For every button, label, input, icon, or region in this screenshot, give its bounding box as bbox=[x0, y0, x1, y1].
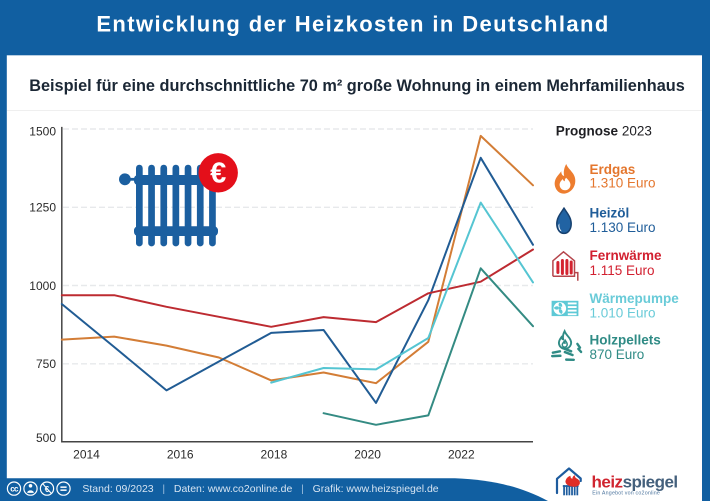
svg-text:Ein Angebot von co2online: Ein Angebot von co2online bbox=[592, 491, 660, 497]
svg-text:cc: cc bbox=[10, 484, 19, 493]
svg-text:2022: 2022 bbox=[448, 448, 475, 462]
svg-text:heizspiegel: heizspiegel bbox=[592, 472, 678, 491]
svg-text:2018: 2018 bbox=[261, 448, 288, 462]
svg-text:1.010 Euro: 1.010 Euro bbox=[590, 306, 656, 321]
svg-text:Entwicklung der Heizkosten in: Entwicklung der Heizkosten in Deutschlan… bbox=[96, 12, 609, 37]
svg-text:1.115 Euro: 1.115 Euro bbox=[590, 263, 655, 278]
svg-text:Heizöl: Heizöl bbox=[590, 205, 630, 220]
svg-text:€: € bbox=[210, 158, 226, 190]
svg-text:Beispiel für eine durchschnitt: Beispiel für eine durchschnittliche 70 m… bbox=[29, 77, 685, 95]
svg-text:1.130 Euro: 1.130 Euro bbox=[590, 220, 656, 235]
svg-text:1250: 1250 bbox=[29, 201, 56, 215]
svg-text:Prognose 2023: Prognose 2023 bbox=[556, 123, 652, 138]
svg-text:2014: 2014 bbox=[73, 448, 100, 462]
svg-text:Holzpellets: Holzpellets bbox=[590, 333, 661, 348]
svg-text:Fernwärme: Fernwärme bbox=[590, 248, 663, 263]
svg-text:2016: 2016 bbox=[167, 448, 194, 462]
svg-text:1.310 Euro: 1.310 Euro bbox=[590, 175, 656, 190]
svg-text:500: 500 bbox=[36, 431, 56, 445]
svg-text:Stand: 09/2023 | Daten: ww: Stand: 09/2023 | Daten: www.co2online.de… bbox=[82, 483, 438, 495]
svg-text:Erdgas: Erdgas bbox=[590, 162, 636, 177]
svg-text:1000: 1000 bbox=[29, 279, 56, 293]
svg-text:2020: 2020 bbox=[354, 448, 381, 462]
svg-text:1500: 1500 bbox=[29, 125, 56, 139]
svg-text:870 Euro: 870 Euro bbox=[590, 347, 645, 362]
svg-text:Wärmepumpe: Wärmepumpe bbox=[590, 291, 680, 306]
svg-text:750: 750 bbox=[36, 357, 56, 371]
